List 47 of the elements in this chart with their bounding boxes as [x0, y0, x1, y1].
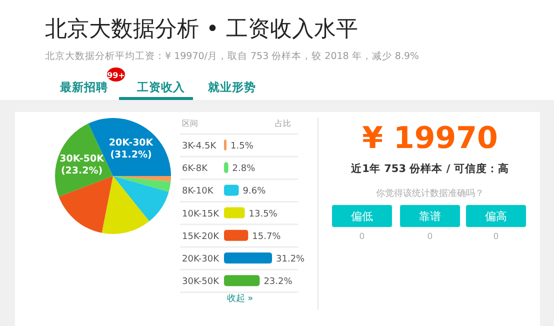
y-tick-label: 15K-20K [182, 232, 220, 242]
text: ¥ 19970 [362, 121, 498, 156]
text: 0 [493, 232, 499, 242]
chart-title: 北京大数据分析 • 工资收入水平 [45, 17, 358, 42]
slice-label: 20K-30K [108, 138, 154, 149]
text: 就业形势 [207, 80, 256, 94]
x-axis-title: 占比 [275, 119, 291, 128]
pie-slice [113, 176, 171, 182]
bar [224, 207, 245, 218]
text: 近1年 753 份样本 / 可信度：高 [350, 162, 509, 175]
text: 收起 » [226, 293, 254, 304]
bar [224, 230, 248, 241]
text: 偏高 [485, 210, 507, 223]
slice-label: 30K-50K [60, 153, 105, 164]
bar [224, 275, 260, 286]
text: 最新招聘 [59, 80, 108, 94]
data-label: 23.2% [264, 277, 293, 288]
y-tick-label: 30K-50K [182, 277, 220, 288]
data-label: (23.2%) [60, 165, 103, 176]
data-label: 13.5% [248, 209, 278, 220]
text: 北京大数据分析平均工资：¥ 19970/月，取自 753 份样本，较 2018 年，减少 8.9% [45, 50, 420, 62]
data-label: (31.2%) [110, 150, 152, 161]
y-axis-title: 区间 [182, 119, 198, 128]
text: 靠谱 [419, 210, 441, 223]
data-label: 9.6% [242, 186, 266, 197]
data-label: 2.8% [232, 164, 256, 174]
text: 0 [427, 232, 433, 242]
bar [224, 252, 272, 264]
data-label: 31.2% [276, 254, 306, 264]
text: 你觉得该统计数据准确吗？ [376, 188, 484, 199]
data-label: 15.7% [252, 232, 282, 242]
pie-slice [113, 176, 171, 192]
data-label: 1.5% [230, 142, 254, 152]
text: 99+ [107, 71, 125, 80]
y-tick-label: 20K-30K [182, 254, 220, 264]
bar [224, 184, 239, 196]
y-tick-label: 10K-15K [182, 209, 220, 220]
pie-slice [102, 176, 150, 234]
y-tick-label: 8K-10K [182, 186, 214, 197]
pie-slice [58, 176, 113, 233]
bar [224, 162, 228, 174]
y-tick-label: 6K-8K [182, 164, 209, 174]
text: 工资收入 [136, 80, 186, 94]
y-tick-label: 3K-4.5K [182, 142, 218, 152]
text: 偏低 [351, 210, 373, 223]
pie-slice [113, 176, 169, 222]
text: 0 [359, 232, 365, 242]
